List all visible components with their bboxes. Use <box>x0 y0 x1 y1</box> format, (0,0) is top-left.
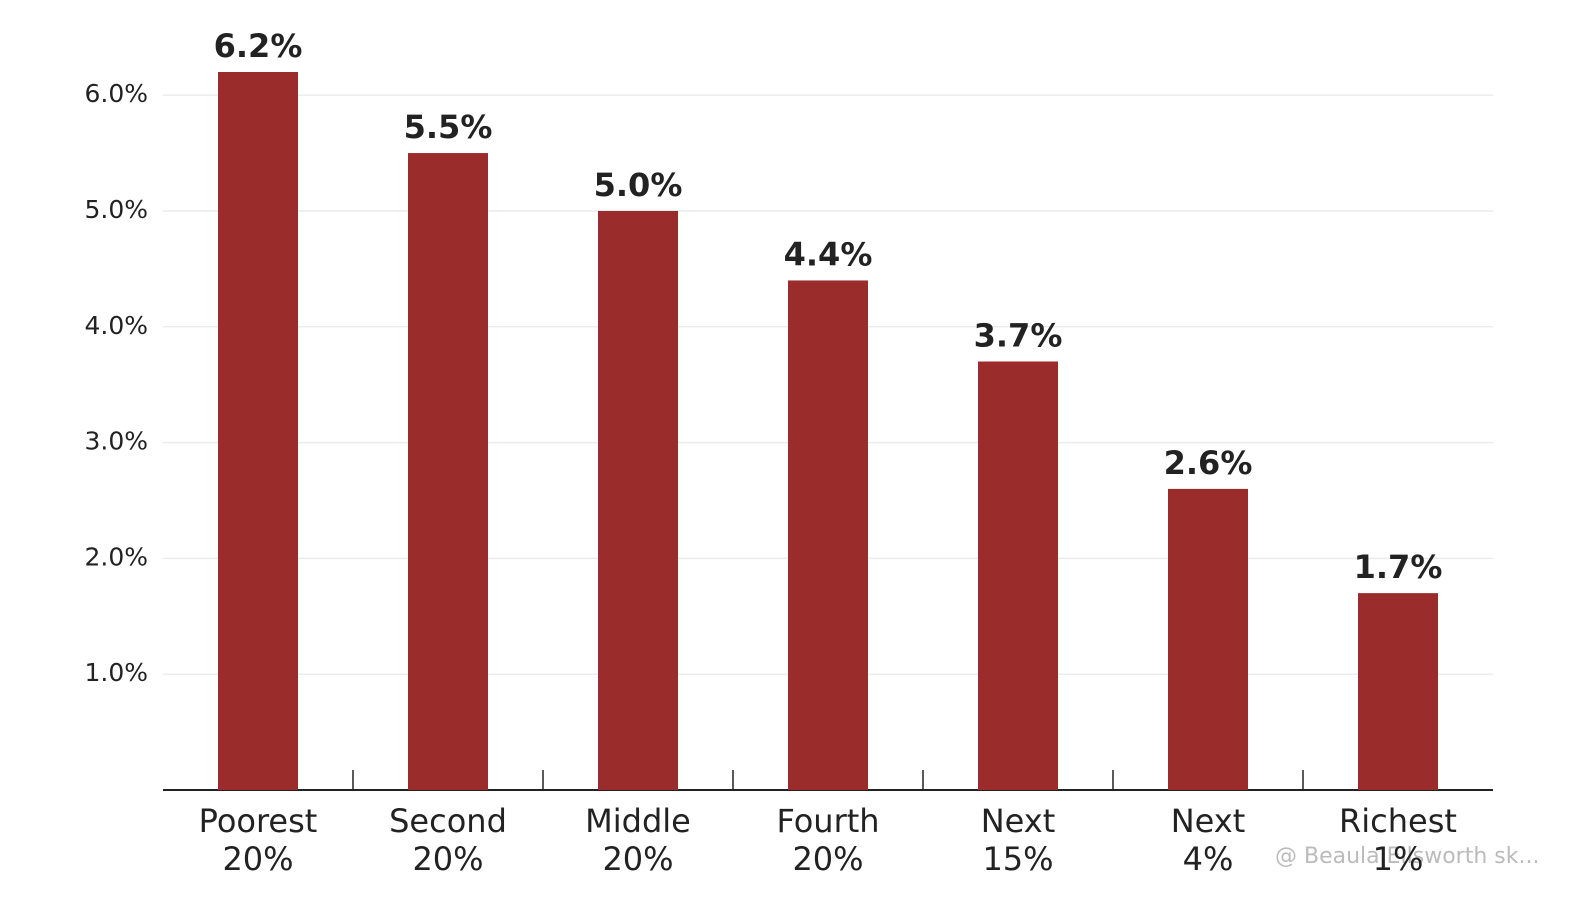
x-tick-label-line: Next <box>1171 802 1246 840</box>
x-tick-label-line: 20% <box>412 840 483 878</box>
value-label: 1.7% <box>1354 548 1443 586</box>
y-tick-label: 6.0% <box>84 79 148 108</box>
bar <box>978 361 1058 790</box>
watermark: @ Beaula Ellsworth sk... <box>1275 844 1539 869</box>
bar <box>408 153 488 790</box>
value-label: 2.6% <box>1164 444 1253 482</box>
x-tick-label-line: 1% <box>1373 840 1424 878</box>
x-tick-label-line: 20% <box>222 840 293 878</box>
bar <box>598 210 678 790</box>
y-tick-label: 2.0% <box>84 542 148 571</box>
bar <box>1358 593 1438 790</box>
x-tick-label-line: Middle <box>585 802 691 840</box>
x-tick-label-line: 4% <box>1183 840 1234 878</box>
x-tick-label-line: Poorest <box>199 802 318 840</box>
bar <box>218 72 298 790</box>
x-tick-label-line: Next <box>981 802 1056 840</box>
bar <box>1168 488 1248 790</box>
x-tick-label-line: 15% <box>982 840 1053 878</box>
x-tick-label-line: Second <box>389 802 507 840</box>
y-tick-label: 1.0% <box>84 658 148 687</box>
y-tick-label: 4.0% <box>84 311 148 340</box>
value-label: 5.5% <box>404 108 493 146</box>
y-tick-label: 5.0% <box>84 195 148 224</box>
value-label: 5.0% <box>594 166 683 204</box>
bar <box>788 280 868 790</box>
y-tick-label: 3.0% <box>84 427 148 456</box>
value-label: 6.2% <box>214 27 303 65</box>
x-tick-label-line: 20% <box>792 840 863 878</box>
value-label: 4.4% <box>784 235 873 273</box>
x-tick-label-line: Fourth <box>776 802 879 840</box>
x-tick-label-line: 20% <box>602 840 673 878</box>
x-tick-label-line: Richest <box>1339 802 1457 840</box>
value-label: 3.7% <box>974 317 1063 355</box>
